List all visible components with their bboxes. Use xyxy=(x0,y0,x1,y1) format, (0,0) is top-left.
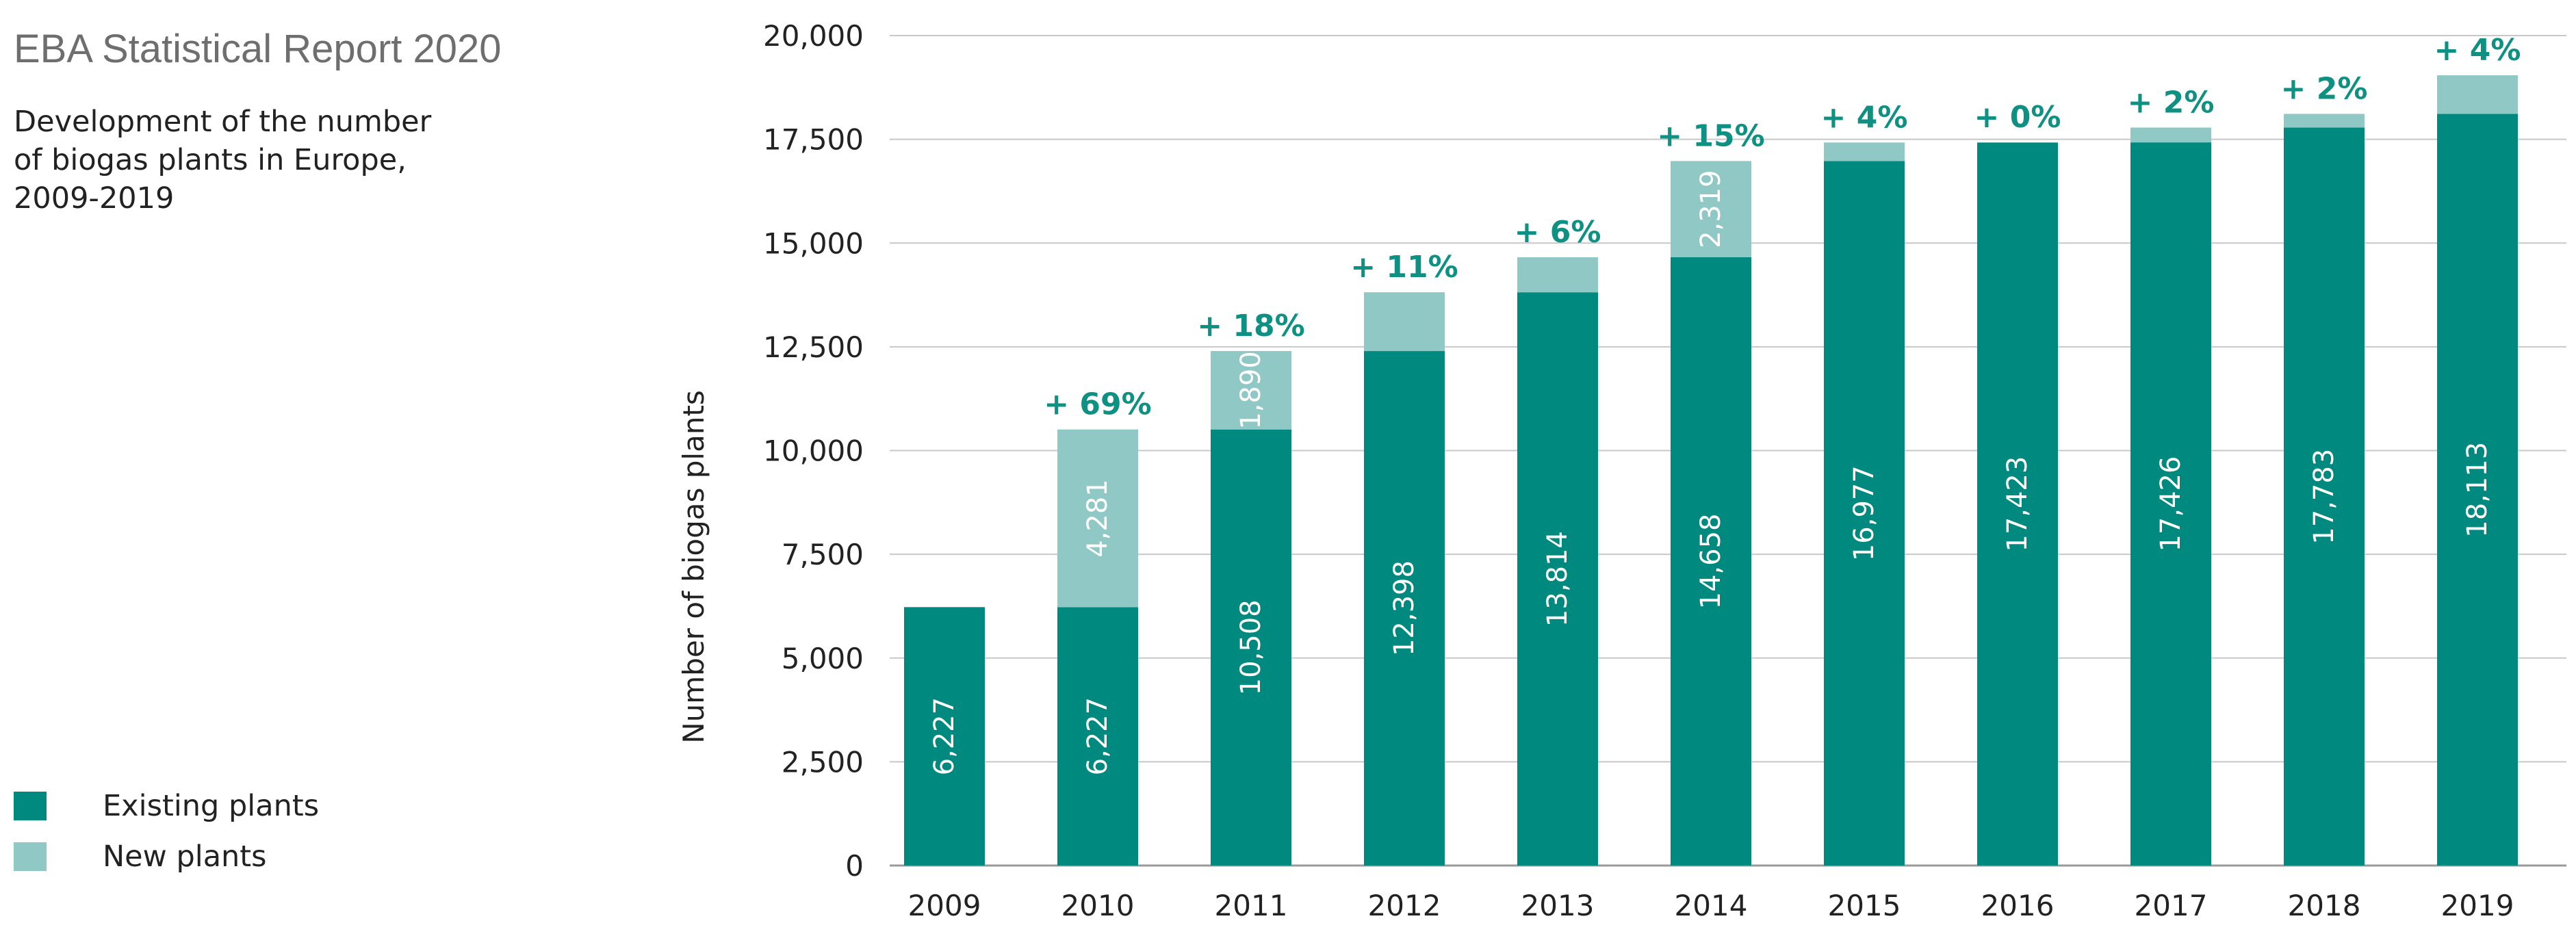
growth-label-2011: + 18% xyxy=(1197,309,1305,343)
y-tick-label: 17,500 xyxy=(763,123,864,157)
bar-label-existing-2015: 16,977 xyxy=(1849,465,1880,561)
bar-label-existing-2018: 17,783 xyxy=(2308,449,2340,545)
x-tick-label-2016: 2016 xyxy=(1981,889,2055,922)
y-tick-label: 15,000 xyxy=(763,226,864,260)
growth-label-2010: + 69% xyxy=(1044,387,1152,422)
growth-label-2014: + 15% xyxy=(1657,118,1765,153)
bar-existing-2012 xyxy=(1364,351,1445,866)
x-tick-label-2017: 2017 xyxy=(2135,889,2208,922)
x-tick-label-2011: 2011 xyxy=(1215,889,1288,922)
bar-existing-2018 xyxy=(2284,127,2365,866)
bar-label-existing-2013: 13,814 xyxy=(1542,531,1573,627)
growth-label-2013: + 6% xyxy=(1515,215,1601,250)
bar-existing-2013 xyxy=(1517,292,1598,866)
bar-new-2012 xyxy=(1364,292,1445,352)
x-tick-label-2013: 2013 xyxy=(1521,889,1595,922)
bar-new-2010 xyxy=(1057,429,1138,608)
y-tick-label: 12,500 xyxy=(763,330,864,364)
x-tick-label-2014: 2014 xyxy=(1675,889,1748,922)
bar-label-new-2014: 2,319 xyxy=(1695,170,1727,248)
legend-label-existing: Existing plants xyxy=(103,789,320,823)
bar-new-2015 xyxy=(1824,142,1905,161)
growth-label-2016: + 0% xyxy=(1974,100,2061,135)
y-tick-label: 10,000 xyxy=(763,434,864,468)
bar-existing-2010 xyxy=(1057,607,1138,866)
bar-existing-2011 xyxy=(1211,429,1291,866)
subtitle-line-3: 2009-2019 xyxy=(14,181,175,216)
bar-new-2014 xyxy=(1671,161,1751,257)
legend-item-new: New plants xyxy=(14,836,267,877)
y-tick-label: 20,000 xyxy=(763,19,864,53)
legend-item-existing: Existing plants xyxy=(14,785,319,827)
report-title: EBA Statistical Report 2020 xyxy=(14,27,502,71)
y-tick-label: 7,500 xyxy=(782,538,864,571)
y-axis-title: Number of biogas plants xyxy=(677,390,710,744)
bar-label-existing-2010: 6,227 xyxy=(1082,697,1113,776)
legend-swatch-new xyxy=(14,842,47,871)
bar-label-existing-2017: 17,426 xyxy=(2155,456,2187,552)
legend-swatch-existing xyxy=(14,792,47,820)
x-tick-label-2010: 2010 xyxy=(1061,889,1135,922)
x-tick-label-2019: 2019 xyxy=(2441,889,2514,922)
bar-existing-2017 xyxy=(2130,142,2211,866)
y-tick-label: 0 xyxy=(845,849,864,883)
bar-new-2019 xyxy=(2437,75,2518,114)
x-tick-label-2015: 2015 xyxy=(1828,889,1901,922)
bar-label-existing-2009: 6,227 xyxy=(929,697,960,776)
growth-label-2012: + 11% xyxy=(1350,250,1458,285)
x-axis-categories: 2009 2010 2011 2012 2013 2014 2015 2016 2017 2018… xyxy=(908,889,2514,922)
legend-label-new: New plants xyxy=(103,840,267,874)
growth-label-2018: + 2% xyxy=(2281,71,2368,106)
bar-new-2017 xyxy=(2130,127,2211,143)
x-tick-label-2012: 2012 xyxy=(1368,889,1441,922)
bar-existing-2014 xyxy=(1671,257,1751,866)
growth-label-2019: + 4% xyxy=(2434,33,2521,68)
bar-existing-2009 xyxy=(904,607,985,866)
chart-subtitle: Development of the number of biogas plan… xyxy=(14,103,561,218)
subtitle-line-2: of biogas plants in Europe, xyxy=(14,143,407,177)
bar-new-2011 xyxy=(1211,351,1291,430)
bar-label-existing-2016: 17,423 xyxy=(2002,456,2033,552)
bar-new-2018 xyxy=(2284,114,2365,128)
x-tick-label-2009: 2009 xyxy=(908,889,981,922)
bar-label-existing-2012: 12,398 xyxy=(1389,560,1420,656)
bar-label-new-2011: 1,890 xyxy=(1235,351,1267,430)
bar-label-existing-2011: 10,508 xyxy=(1235,599,1267,695)
bar-labels: 6,227 6,227 4,281 + 69% 10,508 1,890 + 18% 12,3… xyxy=(929,33,2521,775)
y-axis-ticks: 0 2,500 5,000 7,500 10,000 12,500 15,000 17,500… xyxy=(763,19,864,883)
bar-label-existing-2019: 18,113 xyxy=(2462,442,2493,538)
bars xyxy=(904,75,2518,866)
y-tick-label: 2,500 xyxy=(782,745,864,779)
bar-existing-2015 xyxy=(1824,161,1905,866)
y-tick-label: 5,000 xyxy=(782,642,864,675)
x-tick-label-2018: 2018 xyxy=(2288,889,2361,922)
bar-label-existing-2014: 14,658 xyxy=(1695,514,1727,610)
bar-label-new-2010: 4,281 xyxy=(1082,479,1113,558)
growth-label-2017: + 2% xyxy=(2128,85,2215,120)
subtitle-line-1: Development of the number xyxy=(14,105,432,139)
bar-new-2013 xyxy=(1517,257,1598,293)
bar-existing-2016 xyxy=(1977,142,2058,866)
growth-label-2015: + 4% xyxy=(1821,100,1908,135)
bar-existing-2019 xyxy=(2437,114,2518,866)
